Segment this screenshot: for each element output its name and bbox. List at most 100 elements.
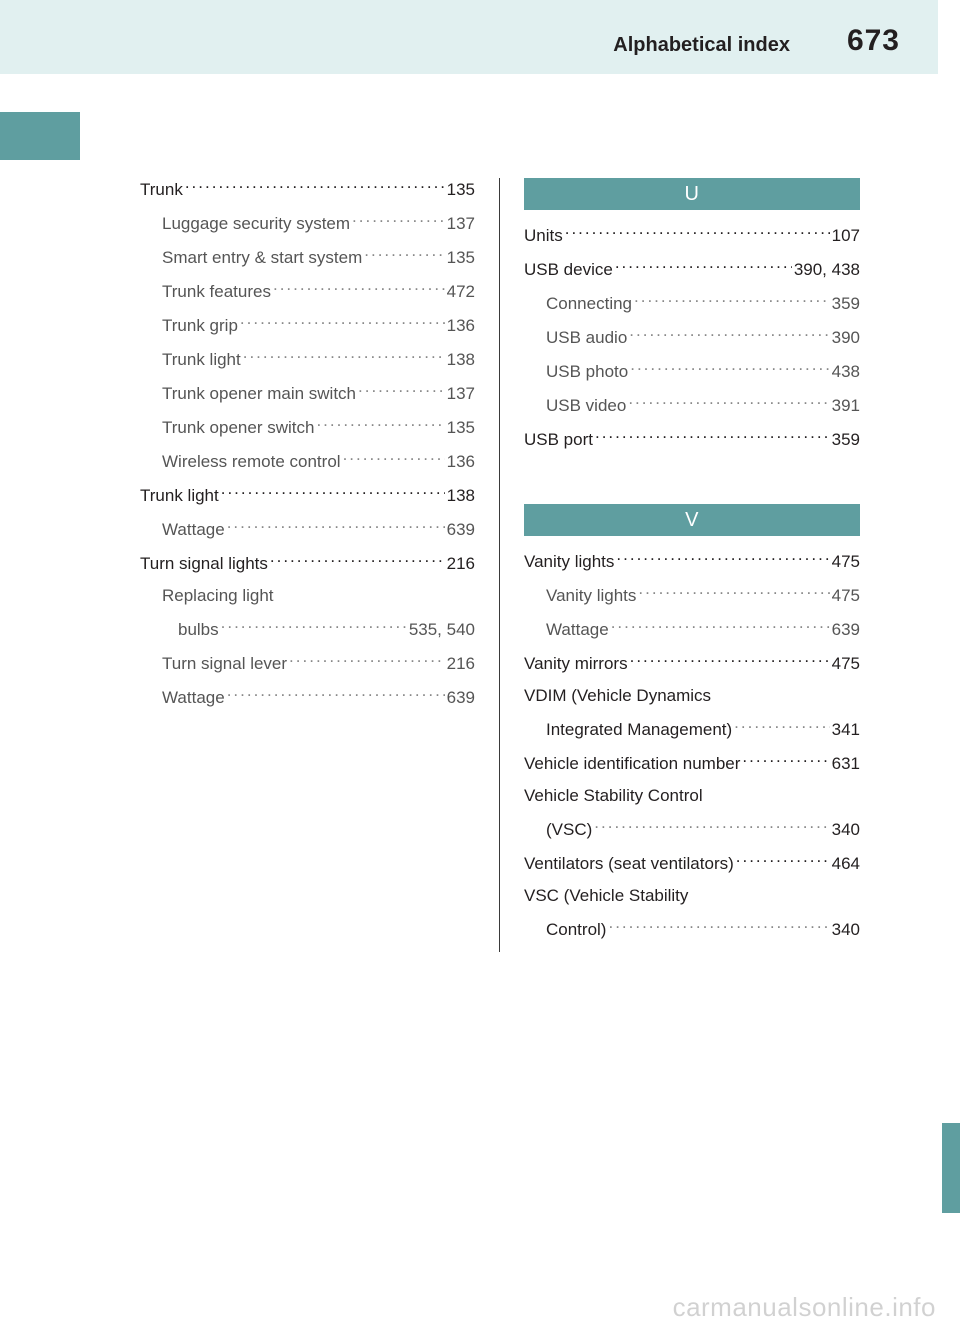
index-entry-page: 359 <box>832 294 860 314</box>
index-column-left: Trunk135 Luggage security system 137 Smart … <box>140 178 500 952</box>
index-entry-page: 340 <box>832 820 860 840</box>
index-entry: Integrated Management) 341 <box>524 718 860 740</box>
index-entry-label: Connecting <box>546 294 632 314</box>
index-entry: Vanity lights475 <box>524 550 860 572</box>
index-entry: Trunk features 472 <box>140 280 475 302</box>
index-entry-label: Vanity mirrors <box>524 654 628 674</box>
index-entry-page: 475 <box>832 654 860 674</box>
leader-dots <box>221 484 445 501</box>
leader-dots <box>243 348 445 365</box>
leader-dots <box>358 382 445 399</box>
index-entry-label: Turn signal lever <box>162 654 287 674</box>
accent-bar <box>0 112 80 160</box>
index-entry-page: 472 <box>447 282 475 302</box>
index-entry-page: 216 <box>447 654 475 674</box>
index-entry-page: 138 <box>447 350 475 370</box>
index-entry: USB port 359 <box>524 428 860 450</box>
index-entry-page: 631 <box>832 754 860 774</box>
index-entry-page: 135 <box>447 248 475 268</box>
index-entry-label: Turn signal lights <box>140 554 268 574</box>
index-entry: Trunk grip136 <box>140 314 475 336</box>
leader-dots <box>611 618 830 635</box>
index-columns: Trunk135 Luggage security system 137 Smart … <box>140 178 860 952</box>
section-head: V <box>524 504 860 536</box>
header-title: Alphabetical index <box>613 34 790 57</box>
leader-dots <box>185 178 445 195</box>
leader-dots <box>273 280 445 297</box>
index-entry-page: 341 <box>832 720 860 740</box>
index-entry-page: 137 <box>447 384 475 404</box>
index-entry-page: 107 <box>832 226 860 246</box>
leader-dots <box>742 752 829 769</box>
index-entry: Trunk light 138 <box>140 348 475 370</box>
leader-dots <box>364 246 444 263</box>
leader-dots <box>630 652 830 669</box>
index-entry: Ventilators (seat ventilators)464 <box>524 852 860 874</box>
leader-dots <box>289 652 445 669</box>
watermark: carmanualsonline.info <box>673 1292 936 1323</box>
index-entry: Wattage639 <box>524 618 860 640</box>
index-entry-label: USB video <box>546 396 626 416</box>
leader-dots <box>736 852 830 869</box>
index-entry-page: 639 <box>447 520 475 540</box>
leader-dots <box>594 818 829 835</box>
index-entry-continued: VSC (Vehicle Stability <box>524 886 860 906</box>
index-entry-label: Vehicle identification number <box>524 754 740 774</box>
leader-dots <box>270 552 445 569</box>
index-entry-label: USB photo <box>546 362 628 382</box>
index-entry-label: Trunk light <box>140 486 219 506</box>
index-entry: (VSC) 340 <box>524 818 860 840</box>
index-entry: Vehicle identification number 631 <box>524 752 860 774</box>
index-entry: Wattage 639 <box>140 518 475 540</box>
index-entry-label: USB port <box>524 430 593 450</box>
index-entry-page: 340 <box>832 920 860 940</box>
index-entry-label: Trunk features <box>162 282 271 302</box>
index-entry: Smart entry & start system 135 <box>140 246 475 268</box>
index-entry-label: Integrated Management) <box>546 720 732 740</box>
index-entry-page: 475 <box>832 586 860 606</box>
index-entry-page: 391 <box>832 396 860 416</box>
leader-dots <box>352 212 445 229</box>
index-entry-label: (VSC) <box>546 820 592 840</box>
side-tab <box>942 1123 960 1213</box>
leader-dots <box>638 584 829 601</box>
index-entry: USB video 391 <box>524 394 860 416</box>
index-entry-page: 639 <box>832 620 860 640</box>
index-entry: Vanity lights 475 <box>524 584 860 606</box>
index-entry-label: Trunk light <box>162 350 241 370</box>
index-entry: USB device390, 438 <box>524 258 860 280</box>
index-entry-page: 475 <box>832 552 860 572</box>
index-entry-label: Trunk opener main switch <box>162 384 356 404</box>
index-entry-label: Wattage <box>162 520 225 540</box>
index-entry-label: Trunk grip <box>162 316 238 336</box>
leader-dots <box>628 394 829 411</box>
leader-dots <box>634 292 830 309</box>
index-entry: Trunk135 <box>140 178 475 200</box>
index-entry-label: Vanity lights <box>546 586 636 606</box>
index-entry: Wireless remote control136 <box>140 450 475 472</box>
leader-dots <box>227 518 445 535</box>
index-entry-label: bulbs <box>178 620 219 640</box>
index-entry-page: 639 <box>447 688 475 708</box>
index-entry-label: Smart entry & start system <box>162 248 362 268</box>
index-entry: Trunk opener main switch 137 <box>140 382 475 404</box>
page-root: Alphabetical index 673 Trunk135Luggage s… <box>0 0 960 1333</box>
leader-dots <box>630 360 829 377</box>
leader-dots <box>565 224 830 241</box>
index-entry-continued: Vehicle Stability Control <box>524 786 860 806</box>
index-entry: bulbs 535, 540 <box>140 618 475 640</box>
index-entry-page: 359 <box>832 430 860 450</box>
index-entry-label: Units <box>524 226 563 246</box>
index-entry-continued: VDIM (Vehicle Dynamics <box>524 686 860 706</box>
index-entry: Turn signal lever 216 <box>140 652 475 674</box>
index-entry: USB photo438 <box>524 360 860 382</box>
index-entry-page: 135 <box>447 180 475 200</box>
index-entry: Turn signal lights 216 <box>140 552 475 574</box>
index-entry-page: 216 <box>447 554 475 574</box>
index-entry: Units 107 <box>524 224 860 246</box>
leader-dots <box>734 718 829 735</box>
index-entry: Control)340 <box>524 918 860 940</box>
index-entry-label: Luggage security system <box>162 214 350 234</box>
leader-dots <box>240 314 445 331</box>
index-entry-page: 535, 540 <box>409 620 475 640</box>
